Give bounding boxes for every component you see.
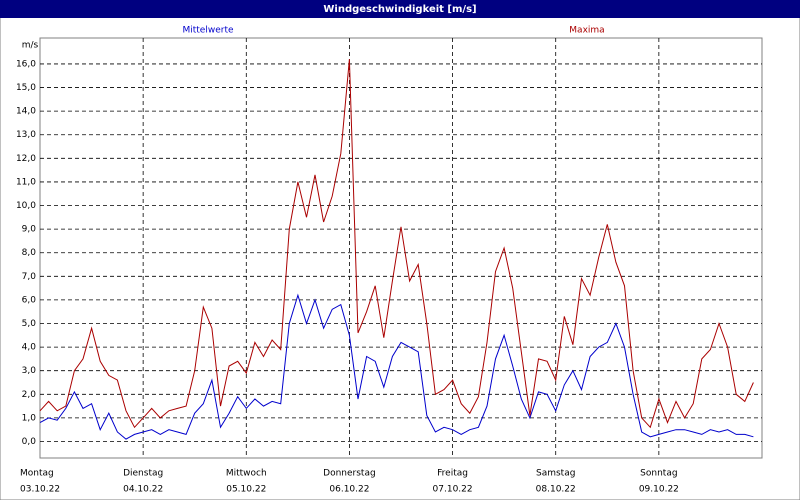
legend-entry: Mittelwerte <box>182 26 233 36</box>
day-name: Freitag <box>437 469 468 479</box>
y-tick-label: 14,0 <box>16 107 36 117</box>
day-name: Sonntag <box>640 469 677 479</box>
day-name: Dienstag <box>123 469 163 479</box>
y-tick-label: 12,0 <box>16 154 36 164</box>
day-name: Donnerstag <box>323 469 376 479</box>
y-tick-label: 1,0 <box>22 413 37 423</box>
series-line <box>39 293 754 440</box>
y-tick-label: 15,0 <box>16 83 36 93</box>
day-name: Samstag <box>536 469 575 479</box>
plot-frame <box>39 37 763 459</box>
legend-entry: Maxima <box>569 26 604 36</box>
y-tick-label: 11,0 <box>16 177 36 187</box>
y-tick-label: 16,0 <box>16 59 36 69</box>
y-tick-label: 8,0 <box>22 248 37 258</box>
y-tick-label: 4,0 <box>22 343 37 353</box>
y-tick-label: 3,0 <box>22 366 37 376</box>
y-tick-label: 2,0 <box>22 390 37 400</box>
y-tick-label: 13,0 <box>16 130 36 140</box>
y-tick-label: 10,0 <box>16 201 36 211</box>
day-date: 08.10.22 <box>536 485 576 495</box>
day-date: 09.10.22 <box>639 485 679 495</box>
chart-title: Windgeschwindigkeit [m/s] <box>323 4 476 15</box>
day-date: 04.10.22 <box>123 485 163 495</box>
y-tick-label: 7,0 <box>22 272 37 282</box>
day-name: Mittwoch <box>226 469 267 479</box>
day-date: 07.10.22 <box>433 485 473 495</box>
y-tick-label: 5,0 <box>22 319 37 329</box>
day-date: 05.10.22 <box>226 485 266 495</box>
y-tick-label: 0,0 <box>22 437 37 447</box>
series-line <box>39 59 754 429</box>
y-axis-label: m/s <box>22 41 39 51</box>
day-name: Montag <box>20 469 54 479</box>
day-date: 03.10.22 <box>20 485 60 495</box>
y-tick-label: 6,0 <box>22 295 37 305</box>
y-tick-label: 9,0 <box>22 225 37 235</box>
title-bar <box>0 0 800 18</box>
day-date: 06.10.22 <box>329 485 369 495</box>
